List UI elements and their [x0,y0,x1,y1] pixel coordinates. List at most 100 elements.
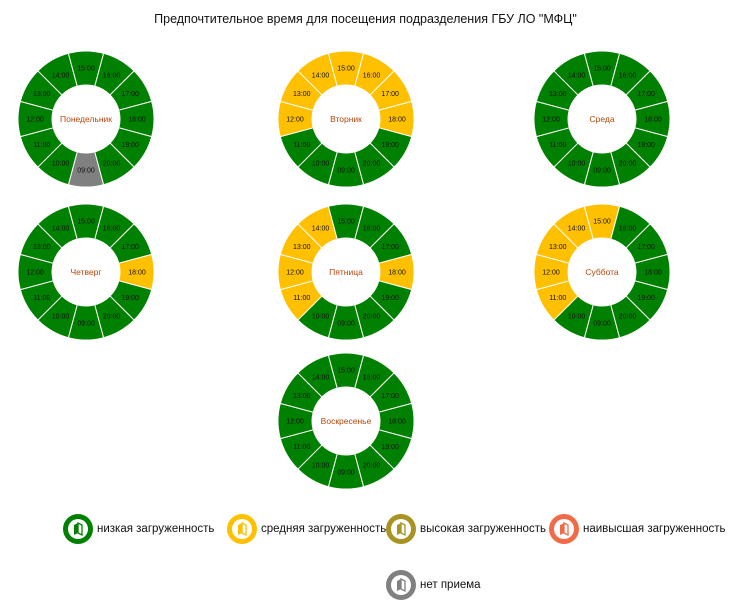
donut-hole [52,238,120,306]
segment-hour-label: 18:00 [388,270,406,277]
segment-hour-label: 13:00 [549,91,567,98]
segment-hour-label: 15:00 [593,219,611,226]
segment-hour-label: 16:00 [363,72,381,79]
segment-hour-label: 09:00 [593,168,611,175]
segment-hour-label: 12:00 [286,419,304,426]
legend-item-low: низкая загруженность [63,514,214,544]
segment-hour-label: 14:00 [52,72,70,79]
legend-label: наивысшая загруженность [583,523,726,535]
segment-hour-label: 18:00 [128,270,146,277]
donut-7: 09:00 10:00 11:00 12:00 13:00 14:00 15:00 16:00… [277,352,415,490]
segment-hour-label: 14:00 [312,374,330,381]
day-label: Понедельник [60,114,112,124]
donut-1: 09:00 10:00 11:00 12:00 13:00 14:00 15:00 16:00… [17,50,155,188]
segment-hour-label: 16:00 [619,225,637,232]
legend-item-highest: наивысшая загруженность [549,514,726,544]
segment-hour-label: 09:00 [77,168,95,175]
segment-hour-label: 10:00 [568,161,586,168]
donut-segment [94,142,135,186]
segment-hour-label: 19:00 [121,142,139,149]
segment-hour-label: 17:00 [637,244,655,251]
segment-hour-label: 16:00 [103,225,121,232]
segment-hour-label: 17:00 [121,91,139,98]
segment-hour-label: 10:00 [568,314,586,321]
segment-hour-label: 12:00 [26,117,44,124]
segment-hour-label: 10:00 [312,161,330,168]
segment-hour-label: 18:00 [644,117,662,124]
segment-hour-label: 18:00 [388,419,406,426]
donut-hole [312,85,380,153]
donut-hole [312,238,380,306]
segment-hour-label: 19:00 [381,142,399,149]
segment-hour-label: 11:00 [33,142,50,149]
mfc-logo-icon [549,514,579,544]
donut-hole [568,85,636,153]
segment-hour-label: 10:00 [52,314,70,321]
segment-hour-label: 11:00 [33,295,50,302]
segment-hour-label: 12:00 [542,270,560,277]
segment-hour-label: 10:00 [312,314,330,321]
donut-segment [354,444,395,488]
segment-hour-label: 18:00 [128,117,146,124]
day-label: Воскресенье [321,416,372,426]
segment-hour-label: 16:00 [363,374,381,381]
donut-segment [610,142,651,186]
segment-hour-label: 14:00 [52,225,70,232]
donut-segment [94,295,135,339]
segment-hour-label: 09:00 [337,321,355,328]
segment-hour-label: 16:00 [619,72,637,79]
segment-hour-label: 20:00 [363,314,381,321]
segment-hour-label: 17:00 [121,244,139,251]
segment-hour-label: 16:00 [103,72,121,79]
segment-hour-label: 14:00 [568,225,586,232]
day-label: Вторник [330,114,362,124]
segment-hour-label: 13:00 [293,244,311,251]
day-label: Суббота [585,267,619,277]
donut-5: 09:00 10:00 11:00 12:00 13:00 14:00 15:00 16:00… [277,203,415,341]
segment-hour-label: 14:00 [568,72,586,79]
segment-hour-label: 18:00 [388,117,406,124]
segment-hour-label: 15:00 [77,219,95,226]
segment-hour-label: 17:00 [381,244,399,251]
segment-hour-label: 09:00 [77,321,95,328]
legend-item-medium: средняя загруженность [227,514,386,544]
legend-label: высокая загруженность [420,523,546,535]
segment-hour-label: 20:00 [103,314,121,321]
segment-hour-label: 09:00 [337,470,355,477]
mfc-logo-icon [63,514,93,544]
donut-segment [354,142,395,186]
mfc-logo-icon [386,570,416,600]
segment-hour-label: 15:00 [337,368,355,375]
donut-segment [610,295,651,339]
legend-label: средняя загруженность [261,523,387,535]
segment-hour-label: 12:00 [26,270,44,277]
segment-hour-label: 12:00 [542,117,560,124]
segment-hour-label: 12:00 [286,270,304,277]
segment-hour-label: 19:00 [121,295,139,302]
segment-hour-label: 15:00 [337,66,355,73]
segment-hour-label: 10:00 [312,463,330,470]
segment-hour-label: 09:00 [337,168,355,175]
segment-hour-label: 09:00 [593,321,611,328]
segment-hour-label: 15:00 [77,66,95,73]
segment-hour-label: 19:00 [637,142,655,149]
legend-item-high: высокая загруженность [386,514,546,544]
segment-hour-label: 16:00 [363,225,381,232]
segment-hour-label: 13:00 [549,244,567,251]
legend-label: нет приема [420,579,481,591]
segment-hour-label: 20:00 [619,314,637,321]
segment-hour-label: 14:00 [312,72,330,79]
segment-hour-label: 19:00 [381,444,399,451]
legend-label: низкая загруженность [97,523,215,535]
donut-segment [354,295,395,339]
segment-hour-label: 17:00 [381,393,399,400]
segment-hour-label: 13:00 [33,91,51,98]
donut-hole [52,85,120,153]
legend-item-none: нет приема [386,570,481,600]
day-label: Пятница [329,267,363,277]
segment-hour-label: 15:00 [337,219,355,226]
segment-hour-label: 20:00 [363,463,381,470]
segment-hour-label: 15:00 [593,66,611,73]
segment-hour-label: 19:00 [637,295,655,302]
